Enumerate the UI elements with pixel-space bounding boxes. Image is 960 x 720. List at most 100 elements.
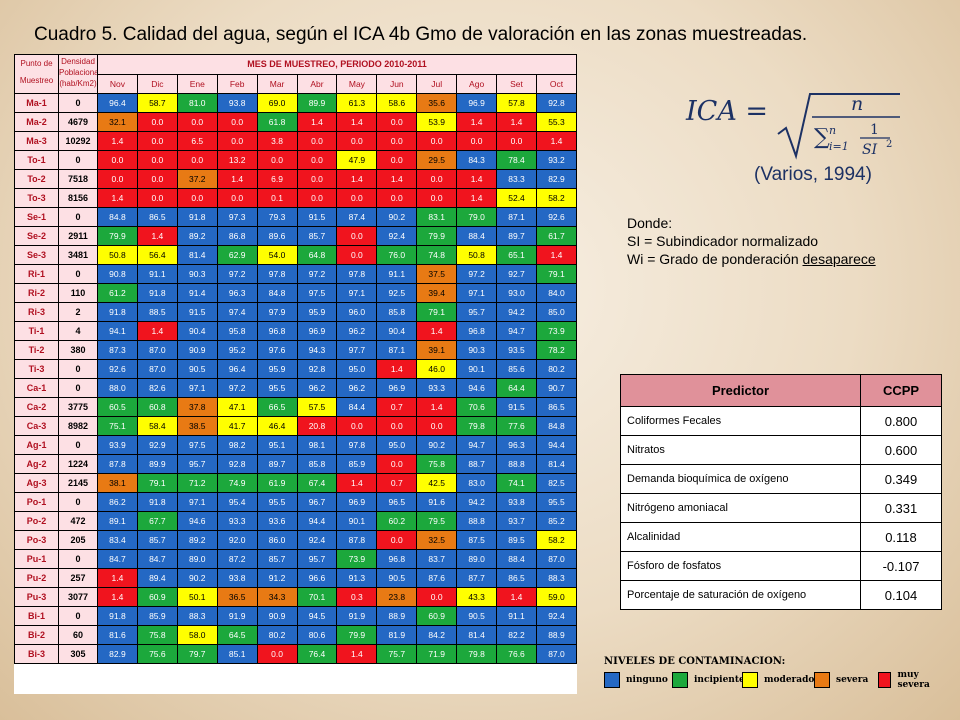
ica-value-cell: 32.5 [416, 530, 458, 550]
ica-value-cell: 92.9 [136, 435, 178, 455]
ica-value-cell: 79.5 [416, 511, 458, 531]
ica-value-cell: 87.7 [456, 568, 498, 588]
ica-value-cell: 80.6 [296, 625, 338, 645]
ica-table-row: Ti-1 4 94.1 1.4 90.4 95.8 96.8 96.9 96.2 90.4 1.4 9… [14, 321, 578, 341]
ica-value-cell: 90.2 [176, 568, 218, 588]
ica-value-cell: 58.6 [376, 93, 418, 113]
ica-value-cell: 0.0 [176, 188, 218, 208]
ica-table-row: Ag-3 2145 38.1 79.1 71.2 74.9 61.9 67.4 1.4 0.7 42… [14, 473, 578, 493]
ica-value-cell: 96.8 [256, 321, 298, 341]
ica-value-cell: 84.7 [136, 549, 178, 569]
ica-value-cell: 96.4 [97, 93, 138, 113]
ica-value-cell: 0.0 [176, 112, 218, 132]
population-cell: 3481 [58, 245, 98, 265]
ica-value-cell: 60.9 [416, 606, 458, 626]
ica-value-cell: 84.8 [97, 207, 138, 227]
ica-value-cell: 94.4 [296, 511, 338, 531]
ica-value-cell: 89.2 [176, 530, 218, 550]
ica-table-row: Pu-3 3077 1.4 60.9 50.1 36.5 34.3 70.1 0.3 23.8 0.… [14, 587, 578, 607]
ica-value-cell: 76.4 [296, 644, 338, 664]
ica-value-cell: 94.7 [456, 435, 498, 455]
ica-value-cell: 95.0 [376, 435, 418, 455]
ica-value-cell: 79.9 [97, 226, 138, 246]
predictor-name: Fósforo de fosfatos [620, 551, 861, 581]
site-cell: Po-3 [14, 530, 59, 550]
ica-value-cell: 32.1 [97, 112, 138, 132]
ica-value-cell: 6.5 [176, 131, 218, 151]
ica-value-cell: 79.9 [416, 226, 458, 246]
ica-value-cell: 0.0 [376, 188, 418, 208]
ica-value-cell: 0.0 [376, 131, 418, 151]
ica-value-cell: 0.0 [136, 112, 178, 132]
ica-value-cell: 1.4 [97, 131, 138, 151]
site-cell: Ri-1 [14, 264, 59, 284]
ica-value-cell: 0.0 [336, 416, 378, 436]
ica-value-cell: 95.1 [256, 435, 298, 455]
ica-table-row: Ti-2 380 87.3 87.0 90.9 95.2 97.6 94.3 97.7 87.1 3… [14, 340, 578, 360]
population-cell: 2911 [58, 226, 98, 246]
ica-value-cell: 79.7 [176, 644, 218, 664]
ica-value-cell: 89.0 [456, 549, 498, 569]
population-cell: 0 [58, 492, 98, 512]
ica-value-cell: 91.5 [176, 302, 218, 322]
ica-value-cell: 67.4 [296, 473, 338, 493]
ica-value-cell: 79.3 [256, 207, 298, 227]
ica-value-cell: 0.0 [296, 169, 338, 189]
predictor-name: Coliformes Fecales [620, 406, 861, 436]
ica-value-cell: 87.8 [97, 454, 138, 474]
ica-value-cell: 97.2 [296, 264, 338, 284]
formula-notes: Donde: SI = Subindicador normalizado Wi … [627, 214, 876, 268]
ica-value-cell: 91.6 [416, 492, 458, 512]
notes-wi-definition: Wi = Grado de ponderación desaparece [627, 250, 876, 268]
ica-value-cell: 93.5 [496, 340, 537, 360]
ccpp-value: 0.800 [860, 406, 942, 436]
ica-value-cell: 91.1 [376, 264, 418, 284]
ica-value-cell: 90.9 [176, 340, 218, 360]
ica-value-cell: 83.1 [416, 207, 458, 227]
ica-value-cell: 95.7 [296, 549, 338, 569]
ica-value-cell: 93.8 [216, 568, 258, 588]
ica-value-cell: 1.4 [496, 112, 537, 132]
legend-label: severa [836, 675, 869, 685]
ica-value-cell: 0.0 [97, 169, 138, 189]
ica-value-cell: 84.7 [97, 549, 138, 569]
ica-value-cell: 91.1 [136, 264, 178, 284]
ica-table-container: Punto de Muestreo Densidad Poblacional (hab/… [14, 54, 578, 694]
ica-value-cell: 94.1 [97, 321, 138, 341]
contamination-legend: NIVELES DE CONTAMINACION: ninguno incipie… [604, 656, 944, 690]
ica-value-cell: 89.0 [176, 549, 218, 569]
ica-value-cell: 56.4 [136, 245, 178, 265]
legend-label: muy severa [897, 670, 930, 690]
ica-value-cell: 89.6 [256, 226, 298, 246]
predictor-name: Porcentaje de saturación de oxígeno [620, 580, 861, 610]
ica-value-cell: 81.9 [376, 625, 418, 645]
ica-table-row: Ri-3 2 91.8 88.5 91.5 97.4 97.9 95.9 96.0 85.8 79.… [14, 302, 578, 322]
population-cell: 10292 [58, 131, 98, 151]
site-cell: Ca-1 [14, 378, 59, 398]
ica-value-cell: 82.5 [535, 473, 578, 493]
ica-value-cell: 93.3 [416, 378, 458, 398]
ica-value-cell: 96.5 [376, 492, 418, 512]
ica-value-cell: 0.0 [416, 587, 458, 607]
ica-value-cell: 78.4 [496, 150, 537, 170]
ica-value-cell: 96.0 [336, 302, 378, 322]
ica-value-cell: 96.8 [456, 321, 498, 341]
ica-value-cell: 60.5 [97, 397, 138, 417]
ica-value-cell: 93.6 [256, 511, 298, 531]
ica-value-cell: 0.0 [296, 131, 338, 151]
ica-value-cell: 96.3 [216, 283, 258, 303]
ica-value-cell: 97.5 [296, 283, 338, 303]
ica-value-cell: 84.3 [456, 150, 498, 170]
ica-value-cell: 0.0 [416, 188, 458, 208]
population-cell: 110 [58, 283, 98, 303]
ica-table-row: To-3 8156 1.4 0.0 0.0 0.0 0.1 0.0 0.0 0.0 0.0 1.4 52… [14, 188, 578, 208]
ica-value-cell: 89.7 [256, 454, 298, 474]
legend-item: muy severa [878, 670, 944, 690]
ica-value-cell: 98.2 [216, 435, 258, 455]
ica-value-cell: 94.2 [456, 492, 498, 512]
ica-value-cell: 54.0 [256, 245, 298, 265]
ica-value-cell: 20.8 [296, 416, 338, 436]
month-header: Jul [416, 74, 458, 94]
ica-value-cell: 97.7 [336, 340, 378, 360]
ica-value-cell: 91.5 [296, 207, 338, 227]
